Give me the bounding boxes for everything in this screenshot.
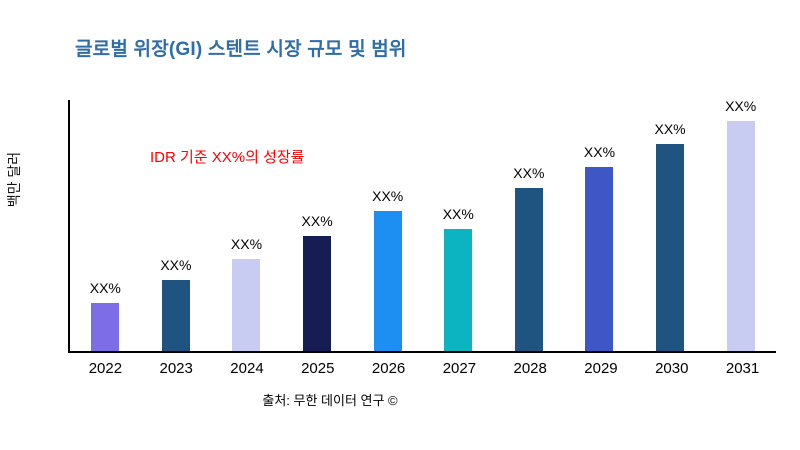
bar-value-label: XX% bbox=[301, 213, 333, 229]
bar-value-label: XX% bbox=[583, 144, 616, 160]
source-caption: 출처: 무한 데이터 연구 © bbox=[262, 393, 398, 408]
bar bbox=[726, 121, 755, 351]
x-tick-2024: 2024 bbox=[230, 360, 264, 377]
bar bbox=[303, 236, 332, 351]
bar-value-label: XX% bbox=[230, 236, 263, 252]
bar-value-label: XX% bbox=[372, 188, 404, 204]
bar-group-2023: XX% bbox=[141, 257, 212, 351]
bar-group-2024: XX% bbox=[211, 236, 282, 351]
bar-value-label: XX% bbox=[160, 257, 192, 273]
chart-title: 글로벌 위장(GI) 스텐트 시장 규모 및 범위 bbox=[75, 39, 407, 60]
bar-value-label: XX% bbox=[513, 165, 545, 181]
bar-group-2022: XX% bbox=[70, 280, 141, 351]
bar-group-2026: XX% bbox=[352, 188, 423, 351]
bar-value-label: XX% bbox=[654, 121, 686, 137]
plot-area: IDR 기준 XX%의 성장률 XX% XX% XX% XX% XX% XX% XX% XX%… bbox=[68, 98, 776, 353]
bar-group-2030: XX% bbox=[635, 121, 706, 351]
bar-value-label: XX% bbox=[442, 206, 474, 222]
x-tick-2025: 2025 bbox=[301, 360, 335, 377]
x-tick-2030: 2030 bbox=[655, 360, 689, 377]
y-axis-label: 백만 달러 bbox=[6, 151, 22, 208]
x-tick-2022: 2022 bbox=[88, 360, 123, 377]
bar bbox=[91, 303, 120, 351]
x-tick-2023: 2023 bbox=[159, 360, 193, 377]
bar-value-label: XX% bbox=[725, 98, 757, 114]
bar-group-2027: XX% bbox=[423, 206, 494, 351]
x-tick-2026: 2026 bbox=[371, 360, 406, 377]
x-axis-ticks: 2022 2023 2024 2025 2026 2027 2028 2029 2030 2031 bbox=[70, 360, 778, 377]
bar-group-2028: XX% bbox=[494, 165, 565, 351]
x-tick-2031: 2031 bbox=[725, 360, 760, 377]
growth-annotation: IDR 기준 XX%의 성장률 bbox=[150, 149, 305, 166]
bar bbox=[585, 167, 614, 351]
bar-value-label: XX% bbox=[89, 280, 121, 296]
bars-container: XX% XX% XX% XX% XX% XX% XX% XX% XX% XX% bbox=[70, 98, 776, 351]
bar bbox=[444, 229, 473, 351]
bar bbox=[514, 188, 543, 351]
x-tick-2028: 2028 bbox=[513, 360, 547, 377]
bar bbox=[373, 211, 402, 351]
bar-group-2025: XX% bbox=[282, 213, 353, 351]
bar bbox=[656, 144, 685, 351]
bar bbox=[161, 280, 190, 351]
bar bbox=[232, 259, 261, 351]
x-tick-2027: 2027 bbox=[442, 360, 477, 377]
x-tick-2029: 2029 bbox=[584, 360, 618, 377]
bar-group-2031: XX% bbox=[705, 98, 776, 351]
bar-group-2029: XX% bbox=[564, 144, 635, 351]
